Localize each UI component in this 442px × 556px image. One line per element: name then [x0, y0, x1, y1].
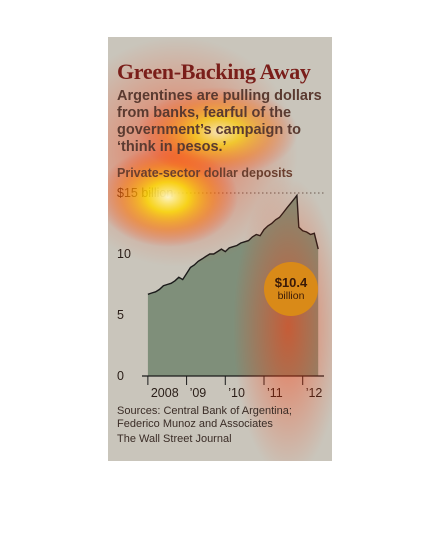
credit-line: The Wall Street Journal: [117, 433, 232, 445]
x-tick-label: ’09: [190, 386, 207, 400]
sources-note: Sources: Central Bank of Argentina; Fede…: [117, 405, 292, 430]
y-tick-label: 5: [117, 308, 124, 322]
x-tick-label: ’12: [306, 386, 323, 400]
x-tick-label: 2008: [151, 386, 179, 400]
chart-card: 0 5 10 $15 billion 2008 ’09 ’10 ’11 ’12 Green-Ba…: [108, 37, 332, 461]
chart-title: Green-Backing Away: [117, 59, 311, 84]
y-tick-label: 10: [117, 247, 131, 261]
value-callout: $10.4 billion: [264, 262, 318, 316]
chart-subtitle: Argentines are pulling dollars from bank…: [117, 88, 322, 155]
x-tick-label: ’11: [267, 386, 283, 400]
y-tick-label: $15 billion: [117, 186, 173, 200]
callout-value: $10.4: [274, 275, 308, 290]
callout-unit: billion: [277, 290, 305, 302]
chart-heading: Private-sector dollar deposits: [117, 166, 293, 180]
x-tick-label: ’10: [228, 386, 245, 400]
y-tick-label: 0: [117, 369, 124, 383]
